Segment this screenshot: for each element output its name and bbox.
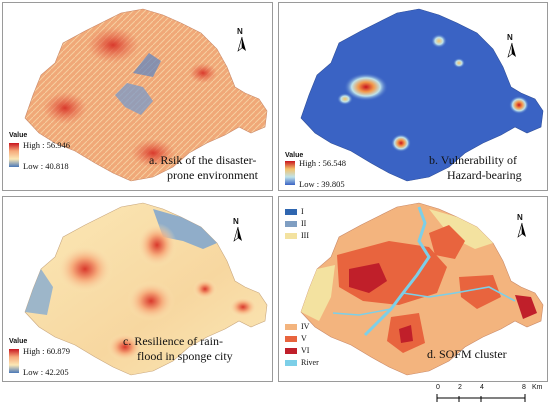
scale-tick-8: 8 — [522, 384, 526, 391]
panel-caption-line2: Hazard-bearing — [447, 168, 522, 182]
legend-title: Value — [9, 132, 28, 139]
color-ramp — [9, 143, 19, 167]
legend-item-class-1: I — [285, 207, 304, 216]
color-ramp — [285, 161, 295, 185]
panel-caption: d. SOFM cluster — [427, 347, 507, 361]
scale-bar-graphic — [436, 394, 526, 402]
panel-resilience: Value High : 60.879 Low : 42.205 c. Resi… — [2, 196, 273, 382]
legend-low-label: Low : 39.805 — [299, 179, 345, 189]
scale-bar: 0 2 4 8 Km — [436, 384, 550, 406]
legend-low-label: Low : 40.818 — [23, 161, 69, 171]
panel-sofm-cluster: I II III IV V VI River d. SOFM cluster N — [278, 196, 548, 382]
north-arrow-icon: N — [505, 33, 519, 59]
map-resilience — [24, 202, 268, 376]
legend-item-river: River — [285, 358, 319, 367]
legend-high-label: High : 60.879 — [23, 346, 70, 356]
legend-high-label: High : 56.548 — [299, 158, 346, 168]
panel-vulnerability: Value High : 56.548 Low : 39.805 b. Vuln… — [278, 2, 548, 191]
legend-item-class-6: VI — [285, 346, 309, 355]
legend-title: Value — [285, 152, 304, 159]
legend-item-class-5: V — [285, 334, 307, 343]
legend-item-class-2: II — [285, 219, 306, 228]
legend-title: Value — [9, 338, 28, 345]
legend-high-label: High : 56.946 — [23, 140, 70, 150]
panel-disaster-prone-environment: Value High : 56.946 Low : 40.818 a. Rsik… — [2, 2, 273, 191]
scale-tick-2: 2 — [458, 384, 462, 391]
map-vulnerability — [300, 8, 544, 182]
scale-tick-0: 0 — [436, 384, 440, 391]
panel-caption-line2: flood in sponge city — [137, 349, 233, 363]
legend-low-label: Low : 42.205 — [23, 367, 69, 377]
north-arrow-icon: N — [231, 217, 245, 243]
legend-item-class-4: IV — [285, 322, 309, 331]
scale-unit: Km — [532, 384, 543, 391]
map-risk-environment — [24, 8, 268, 182]
north-arrow-icon: N — [235, 27, 249, 53]
color-ramp — [9, 349, 19, 373]
scale-tick-4: 4 — [480, 384, 484, 391]
panel-caption-line1: c. Resilience of rain- — [123, 334, 223, 348]
panel-caption-line1: b. Vulnerability of — [429, 153, 518, 167]
north-arrow-icon: N — [515, 213, 529, 239]
map-sofm-cluster — [300, 202, 544, 376]
panel-caption-line2: prone environment — [167, 168, 258, 182]
panel-caption-line1: a. Rsik of the disaster- — [149, 153, 257, 167]
legend-item-class-3: III — [285, 231, 309, 240]
